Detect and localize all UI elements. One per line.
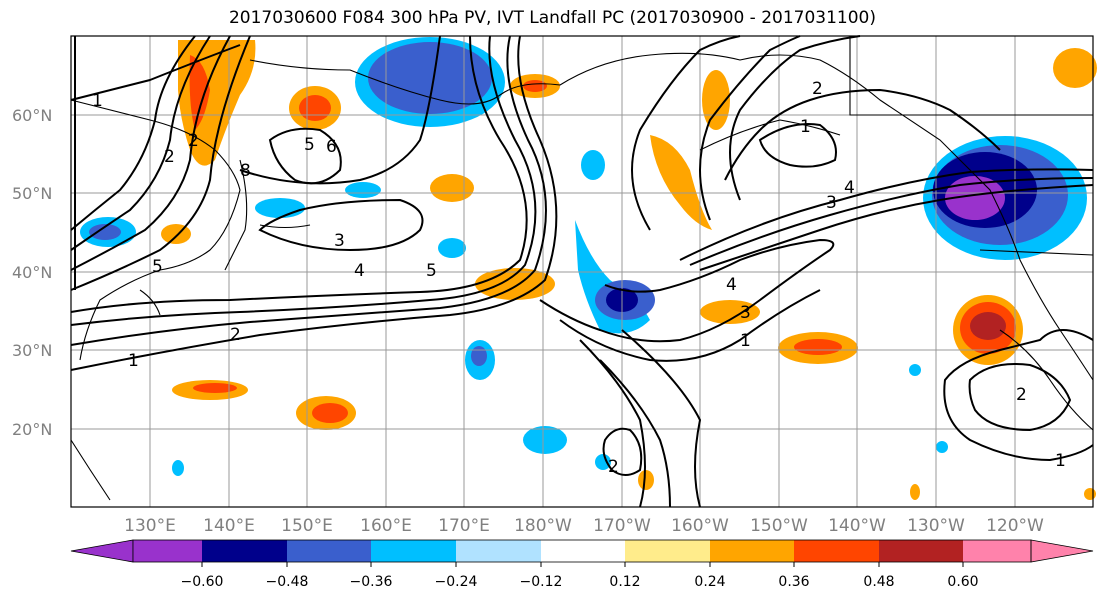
colorbar-tick-label: −0.36 bbox=[350, 574, 393, 590]
lat-label: 50°N bbox=[12, 184, 52, 203]
contour-label: 1 bbox=[128, 351, 139, 371]
colorbar-segment bbox=[541, 540, 625, 562]
colorbar-segment bbox=[133, 540, 202, 562]
colorbar-segment bbox=[287, 540, 371, 562]
contour-label: 5 bbox=[426, 261, 437, 281]
colorbar-segment bbox=[710, 540, 794, 562]
contour-label: 2 bbox=[230, 325, 241, 345]
lat-label: 30°N bbox=[12, 341, 52, 360]
colorbar-segment bbox=[371, 540, 456, 562]
lon-label: 160°W bbox=[671, 516, 729, 536]
lon-label: 160°E bbox=[360, 516, 412, 536]
contour-label: 5 bbox=[152, 257, 163, 277]
lon-label: 130°E bbox=[124, 516, 176, 536]
colorbar-tick-label: 0.48 bbox=[863, 574, 894, 590]
contour-label: 4 bbox=[726, 275, 737, 295]
contour-label: 2 bbox=[1016, 385, 1027, 405]
latitude-labels: 60°N 50°N 40°N 30°N 20°N bbox=[12, 106, 52, 439]
colorbar-tick-label: 0.12 bbox=[609, 574, 640, 590]
colorbar bbox=[70, 539, 1094, 567]
colorbar-tick-labels: −0.60 −0.48 −0.36 −0.24 −0.12 0.12 0.24 … bbox=[181, 574, 979, 590]
colorbar-segment bbox=[625, 540, 710, 562]
colorbar-tick-label: −0.48 bbox=[266, 574, 309, 590]
colorbar-extend-max bbox=[1030, 539, 1094, 563]
contour-labels: 1 2 5 3 4 5 1 2 1 2 3 4 3 4 1 2 1 2 2 5 … bbox=[92, 79, 1066, 477]
contour-label: 2 bbox=[164, 147, 175, 167]
contour-label: 5 bbox=[304, 135, 315, 155]
contour-label: 1 bbox=[800, 117, 811, 137]
anomaly-shading bbox=[80, 37, 1097, 500]
colorbar-tick-label: −0.24 bbox=[435, 574, 478, 590]
colorbar-tick-label: 0.24 bbox=[694, 574, 725, 590]
colorbar-extend-min bbox=[70, 539, 134, 563]
lon-label: 170°W bbox=[593, 516, 651, 536]
contour-label: 4 bbox=[844, 178, 855, 198]
lon-label: 170°E bbox=[438, 516, 490, 536]
colorbar-tick-label: 0.60 bbox=[947, 574, 978, 590]
contour-label: 3 bbox=[826, 193, 837, 213]
colorbar-tick-label: −0.60 bbox=[181, 574, 224, 590]
colorbar-segment bbox=[456, 540, 541, 562]
lon-label: 150°E bbox=[281, 516, 333, 536]
colorbar-segment bbox=[963, 540, 1031, 562]
colorbar-segment bbox=[879, 540, 963, 562]
colorbar-outline bbox=[132, 539, 1032, 563]
colorbar-segment bbox=[202, 540, 287, 562]
map-panel: 1 2 5 3 4 5 1 2 1 2 3 4 3 4 1 2 1 2 2 5 … bbox=[70, 35, 1097, 508]
lat-label: 20°N bbox=[12, 420, 52, 439]
contour-label: 3 bbox=[334, 231, 345, 251]
lat-label: 60°N bbox=[12, 106, 52, 125]
colorbar-tick-label: 0.36 bbox=[778, 574, 809, 590]
colorbar-tick-label: −0.12 bbox=[520, 574, 563, 590]
longitude-labels: 130°E 140°E 150°E 160°E 170°E 180°W 170°… bbox=[124, 516, 1044, 536]
lon-label: 140°E bbox=[203, 516, 255, 536]
contour-label: 1 bbox=[740, 331, 751, 351]
contour-label: 3 bbox=[740, 303, 751, 323]
lon-label: 140°W bbox=[828, 516, 886, 536]
contour-label: 2 bbox=[608, 457, 619, 477]
lon-label: 120°W bbox=[986, 516, 1044, 536]
contour-label: 8 bbox=[240, 161, 251, 181]
lon-label: 130°W bbox=[907, 516, 965, 536]
contour-label: 1 bbox=[1055, 451, 1066, 471]
lon-label: 180°W bbox=[514, 516, 572, 536]
lon-label: 150°W bbox=[750, 516, 808, 536]
map-title: 2017030600 F084 300 hPa PV, IVT Landfall… bbox=[228, 8, 876, 28]
contour-label: 4 bbox=[354, 261, 365, 281]
contour-label: 2 bbox=[812, 79, 823, 99]
ivt-contours bbox=[70, 35, 1094, 508]
colorbar-segment bbox=[794, 540, 879, 562]
lat-label: 40°N bbox=[12, 263, 52, 282]
contour-label: 6 bbox=[326, 137, 337, 157]
contour-label: 2 bbox=[188, 131, 199, 151]
coastlines bbox=[70, 36, 1094, 501]
contour-label: 1 bbox=[92, 91, 103, 111]
